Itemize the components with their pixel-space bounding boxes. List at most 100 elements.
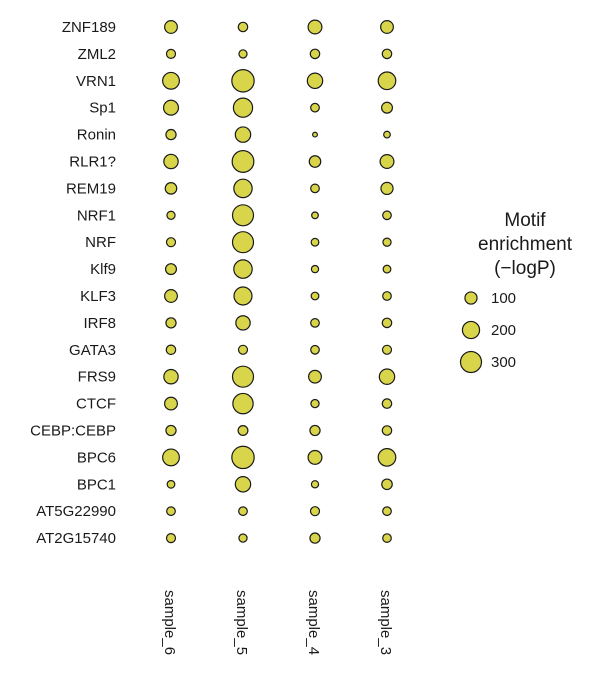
enrichment-dot [309, 532, 321, 544]
enrichment-dot [310, 480, 320, 489]
enrichment-dot [237, 425, 249, 436]
legend-label: 300 [491, 354, 516, 371]
enrichment-dot [233, 259, 253, 279]
enrichment-dot [310, 237, 320, 247]
enrichment-dot [162, 448, 180, 467]
enrichment-dot [164, 263, 178, 276]
enrichment-dot [166, 506, 176, 517]
legend-dot [461, 320, 481, 340]
enrichment-dot [231, 150, 255, 173]
enrichment-dot [164, 289, 178, 303]
enrichment-dot [162, 99, 180, 116]
enrichment-dot [310, 291, 320, 301]
enrichment-dot [382, 291, 392, 301]
enrichment-dot [382, 210, 392, 221]
enrichment-dot [381, 48, 393, 60]
legend-title-line-1: Motif [504, 210, 546, 231]
enrichment-dot [308, 155, 322, 168]
column-label: sample_6 [161, 590, 178, 655]
legend-label: 200 [491, 322, 516, 339]
row-label: REM19 [66, 180, 116, 197]
enrichment-dot [234, 476, 252, 493]
enrichment-dot [307, 19, 323, 35]
enrichment-dot [381, 398, 393, 409]
enrichment-dot [164, 396, 178, 411]
row-label: ZNF189 [62, 19, 116, 36]
enrichment-dot [309, 48, 321, 60]
enrichment-dot [234, 126, 252, 143]
enrichment-dot [163, 368, 179, 385]
enrichment-dot [309, 424, 321, 437]
enrichment-dot [231, 204, 255, 227]
row-label: VRN1 [76, 73, 116, 90]
enrichment-dot [164, 20, 178, 34]
column-label: sample_4 [305, 590, 322, 655]
row-label: RLR1? [69, 154, 116, 171]
enrichment-dot [310, 102, 320, 113]
enrichment-dot [381, 478, 393, 491]
enrichment-dot [380, 20, 394, 34]
row-labels: ZNF189 ZML2 VRN1 Sp1 Ronin RLR1? REM19 NRF1 NRF K… [30, 19, 116, 547]
enrichment-dot [162, 71, 180, 90]
enrichment-dot [309, 506, 321, 517]
enrichment-dot [163, 153, 179, 170]
enrichment-dot [306, 72, 324, 90]
enrichment-dot [381, 317, 393, 329]
enrichment-dot [165, 532, 177, 544]
enrichment-dot [310, 398, 320, 409]
enrichment-dot [383, 130, 391, 139]
enrichment-dot [379, 153, 395, 170]
enrichment-dot [237, 21, 249, 33]
row-label: NRF1 [77, 207, 116, 224]
row-label: AT2G15740 [36, 530, 116, 547]
legend-dot [459, 350, 483, 374]
enrichment-dot [380, 101, 394, 114]
enrichment-dot [164, 182, 178, 195]
enrichment-dot [231, 445, 255, 470]
enrichment-dot [237, 344, 249, 355]
column-label: sample_3 [377, 590, 394, 655]
enrichment-dot [233, 286, 253, 306]
enrichment-dot [232, 97, 254, 118]
enrichment-dot [165, 424, 177, 437]
legend-label: 100 [491, 290, 516, 307]
enrichment-dot [382, 533, 392, 543]
enrichment-dots [162, 19, 397, 544]
row-label: ZML2 [78, 46, 116, 63]
row-label: CTCF [76, 396, 116, 413]
row-label: NRF [85, 234, 116, 251]
enrichment-dot [231, 231, 255, 254]
enrichment-dot [380, 181, 394, 196]
enrichment-dot [165, 344, 177, 356]
row-label: Klf9 [90, 261, 116, 278]
enrichment-dot [166, 210, 176, 220]
row-label: KLF3 [80, 288, 116, 305]
column-labels: sample_6 sample_5 sample_4 sample_3 [161, 590, 394, 655]
enrichment-dot [378, 368, 396, 385]
enrichment-dot [165, 317, 177, 329]
enrichment-dot [377, 448, 397, 467]
row-label: CEBP:CEBP [30, 423, 116, 440]
enrichment-dot [382, 264, 392, 274]
enrichment-dot [310, 264, 320, 274]
enrichment-dot [238, 506, 248, 517]
enrichment-dot [165, 128, 177, 141]
enrichment-dot [232, 392, 254, 415]
enrichment-dot [165, 48, 177, 60]
enrichment-dot [381, 344, 393, 355]
enrichment-dot [381, 425, 393, 436]
row-label: BPC6 [77, 449, 116, 466]
enrichment-dot [238, 533, 248, 543]
enrichment-dot [231, 69, 255, 93]
row-label: BPC1 [77, 476, 116, 493]
enrichment-dot [312, 131, 318, 138]
row-label: FRS9 [78, 369, 116, 386]
enrichment-dot [310, 318, 320, 328]
enrichment-dot [382, 506, 392, 517]
enrichment-dot [231, 365, 255, 388]
enrichment-dot [233, 178, 253, 199]
enrichment-dot [311, 211, 319, 220]
enrichment-dot [166, 479, 176, 489]
enrichment-dot [308, 369, 322, 384]
